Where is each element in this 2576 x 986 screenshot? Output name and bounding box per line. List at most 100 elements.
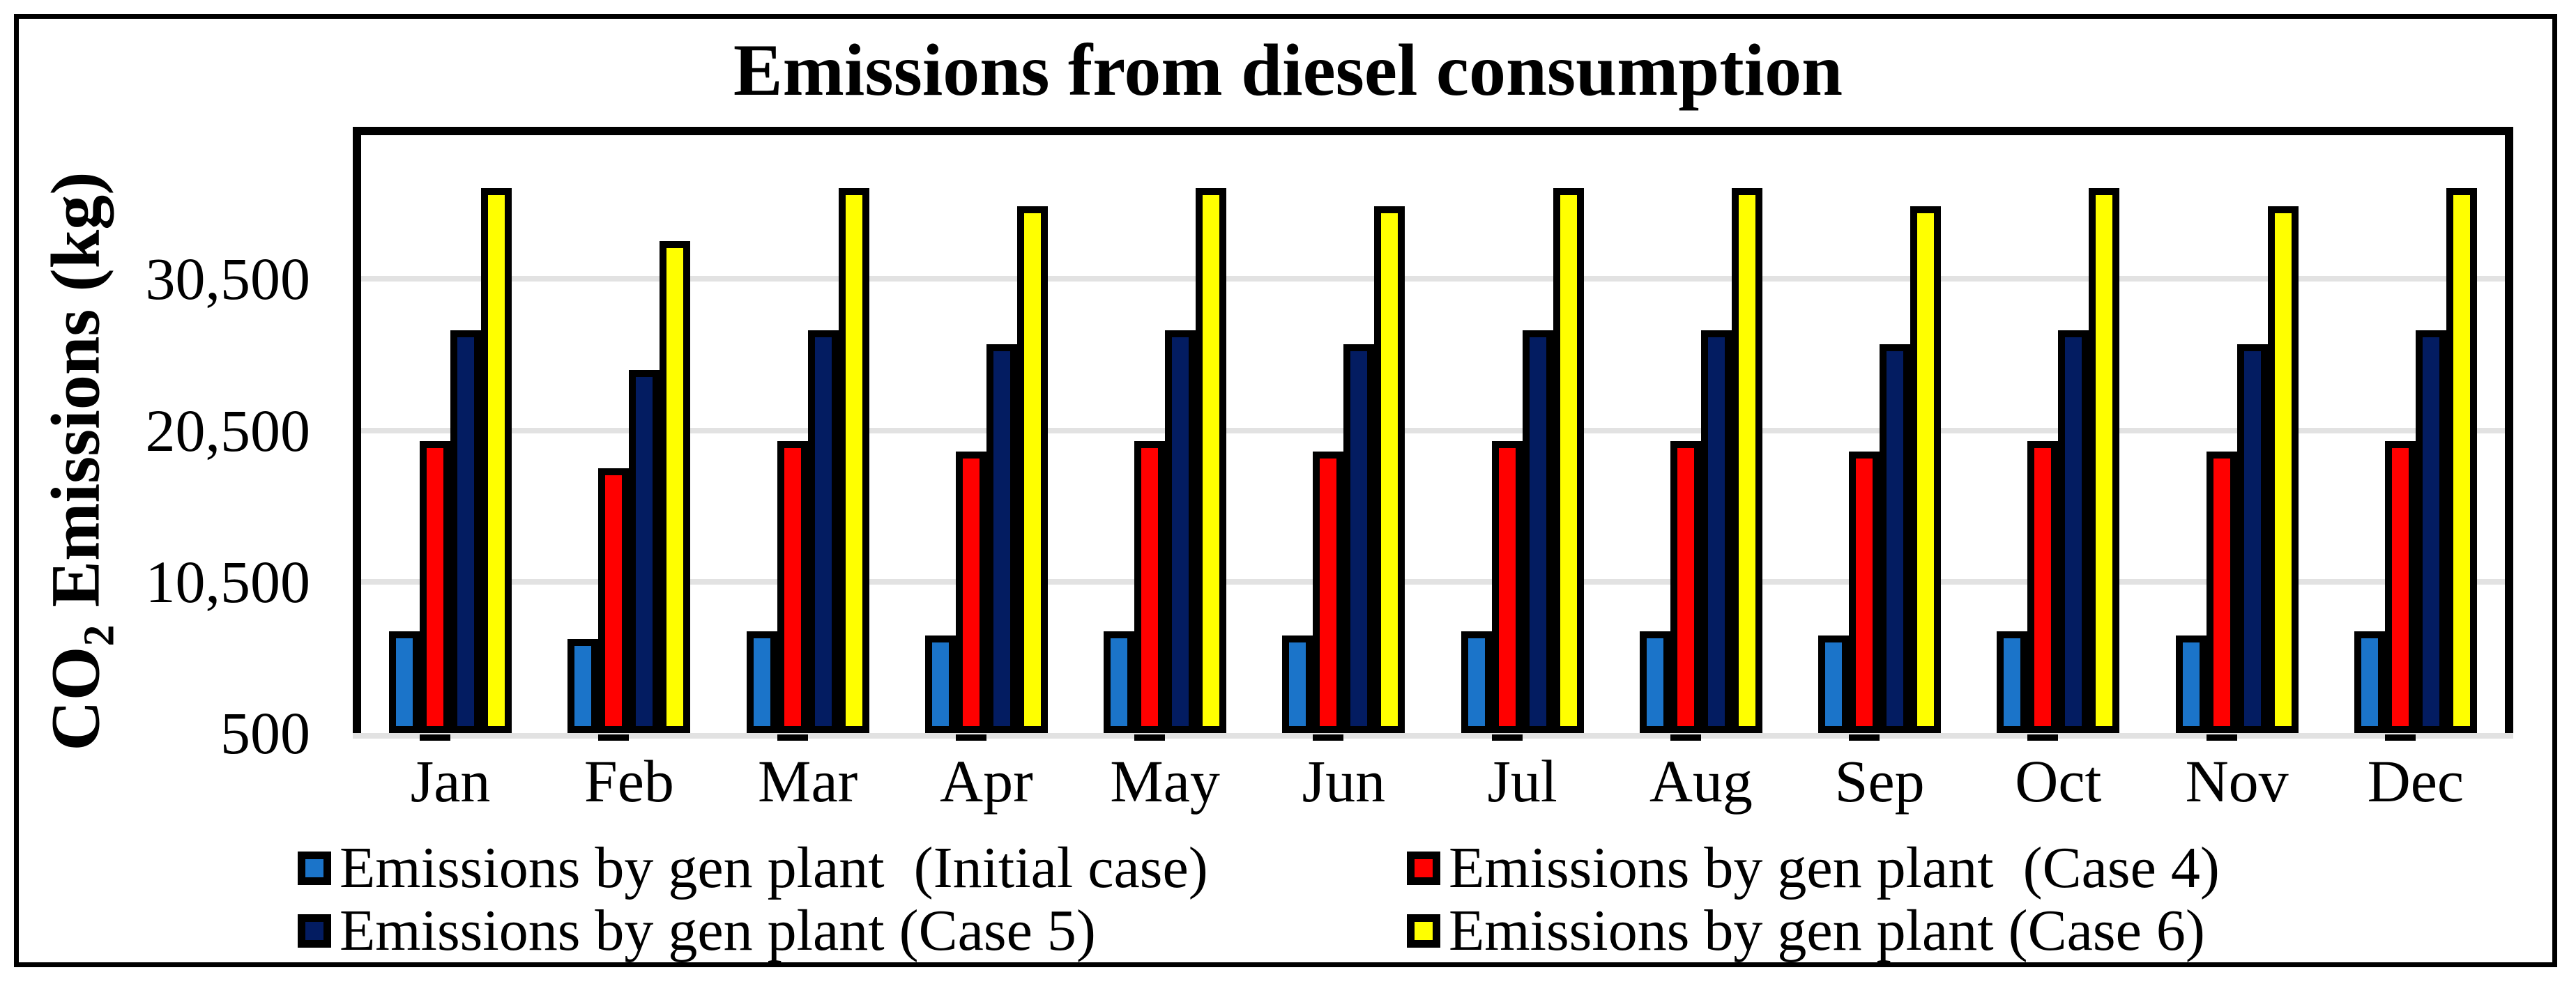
bar-jun-series-3 — [1343, 344, 1375, 733]
bar-may-series-4 — [1196, 188, 1227, 733]
bar-feb-series-4 — [660, 241, 691, 733]
bar-apr-series-3 — [986, 344, 1017, 733]
bar-apr-series-4 — [1016, 206, 1048, 733]
bar-group-jul — [1433, 135, 1612, 733]
bar-dec-series-3 — [2415, 330, 2446, 733]
bar-mar-series-4 — [838, 188, 869, 733]
bar-dec-series-2 — [2384, 440, 2416, 733]
bar-mar-series-2 — [777, 440, 808, 733]
x-tick-label-aug: Aug — [1649, 748, 1753, 815]
x-tick-label-oct: Oct — [2015, 748, 2102, 815]
x-axis-tick-nov — [2206, 734, 2237, 741]
bar-dec-series-4 — [2446, 188, 2477, 733]
bar-dec-series-1 — [2354, 631, 2385, 733]
bar-jul-series-3 — [1522, 330, 1553, 733]
bar-apr-series-1 — [924, 635, 956, 733]
bar-sep-series-1 — [1818, 635, 1850, 733]
bar-oct-series-1 — [1997, 631, 2028, 733]
legend-label: Emissions by gen plant (Initial case) — [340, 835, 1208, 900]
plot-inner — [353, 135, 2513, 739]
bar-oct-series-3 — [2058, 330, 2089, 733]
x-tick-label-jul: Jul — [1487, 748, 1557, 815]
bar-group-may — [1076, 135, 1254, 733]
bar-jan-series-2 — [420, 440, 451, 733]
chart-title: Emissions from diesel consumption — [733, 29, 1843, 111]
bar-group-oct — [1969, 135, 2147, 733]
x-axis-line — [353, 733, 2513, 739]
x-tick-label-dec: Dec — [2367, 748, 2464, 815]
x-axis-tick-jul — [1491, 734, 1523, 741]
bar-nov-series-2 — [2206, 451, 2237, 733]
y-tick-label-20500: 20,500 — [145, 396, 311, 464]
bar-group-feb — [540, 135, 718, 733]
bar-jul-series-4 — [1553, 188, 1584, 733]
y-tick-label-30500: 30,500 — [145, 245, 311, 313]
legend-label: Emissions by gen plant (Case 5) — [340, 898, 1096, 963]
bar-sep-series-2 — [1849, 451, 1880, 733]
x-tick-label-nov: Nov — [2185, 748, 2289, 815]
bar-apr-series-2 — [955, 451, 986, 733]
gridline-20500 — [361, 427, 2505, 433]
legend: Emissions by gen plant (Initial case) Emi… — [298, 838, 2220, 961]
bar-aug-series-4 — [1731, 188, 1762, 733]
bar-jan-series-1 — [389, 631, 420, 733]
x-axis-tick-aug — [1670, 734, 1701, 741]
x-tick-label-sep: Sep — [1834, 748, 1925, 815]
x-axis-tick-sep — [1849, 734, 1880, 741]
legend-item-3: Emissions by gen plant (Case 5) — [298, 901, 1407, 961]
bar-group-nov — [2148, 135, 2326, 733]
bar-feb-series-2 — [598, 468, 630, 733]
gridline-30500 — [361, 276, 2505, 282]
gridline-10500 — [361, 578, 2505, 585]
bar-nov-series-3 — [2236, 344, 2268, 733]
bar-nov-series-1 — [2175, 635, 2207, 733]
bar-mar-series-1 — [746, 631, 777, 733]
bar-oct-series-2 — [2027, 440, 2059, 733]
legend-item-4: Emissions by gen plant (Case 6) — [1407, 901, 2220, 961]
bar-group-mar — [719, 135, 897, 733]
plot-area — [353, 127, 2513, 739]
x-axis-tick-dec — [2384, 734, 2416, 741]
bar-may-series-2 — [1134, 440, 1166, 733]
bar-sep-series-3 — [1880, 344, 1911, 733]
legend-item-2: Emissions by gen plant (Case 4) — [1407, 838, 2220, 898]
x-tick-label-mar: Mar — [757, 748, 858, 815]
legend-marker-icon — [298, 852, 331, 885]
bar-feb-series-3 — [629, 369, 660, 733]
bar-nov-series-4 — [2267, 206, 2299, 733]
bar-jun-series-2 — [1313, 451, 1344, 733]
legend-marker-icon — [1407, 852, 1440, 885]
y-axis-title-subscript: 2 — [75, 624, 123, 647]
legend-item-1: Emissions by gen plant (Initial case) — [298, 838, 1407, 898]
bar-oct-series-4 — [2089, 188, 2120, 733]
bar-feb-series-1 — [567, 639, 599, 733]
bar-jun-series-4 — [1374, 206, 1405, 733]
x-axis-tick-jun — [1313, 734, 1344, 741]
x-tick-label-apr: Apr — [940, 748, 1033, 815]
legend-label: Emissions by gen plant (Case 6) — [1449, 898, 2205, 963]
bar-group-jan — [361, 135, 540, 733]
bar-jan-series-3 — [450, 330, 482, 733]
x-tick-label-jun: Jun — [1302, 748, 1386, 815]
bar-jan-series-4 — [481, 188, 512, 733]
y-tick-label-500: 500 — [220, 700, 310, 767]
x-axis-tick-may — [1134, 734, 1166, 741]
bar-aug-series-1 — [1639, 631, 1670, 733]
x-axis-tick-jan — [420, 734, 451, 741]
bar-may-series-3 — [1165, 330, 1196, 733]
bar-group-aug — [1612, 135, 1790, 733]
x-axis-tick-mar — [777, 734, 808, 741]
legend-marker-icon — [298, 914, 331, 948]
y-tick-label-10500: 10,500 — [145, 548, 311, 615]
figure-border — [14, 14, 2557, 967]
x-axis-tick-apr — [955, 734, 986, 741]
bar-group-jun — [1254, 135, 1433, 733]
x-tick-label-jan: Jan — [410, 748, 491, 815]
bar-aug-series-3 — [1700, 330, 1732, 733]
bar-group-apr — [897, 135, 1076, 733]
x-tick-label-may: May — [1110, 748, 1220, 815]
bar-jul-series-1 — [1461, 631, 1492, 733]
bar-group-dec — [2326, 135, 2505, 733]
bar-jul-series-2 — [1491, 440, 1523, 733]
